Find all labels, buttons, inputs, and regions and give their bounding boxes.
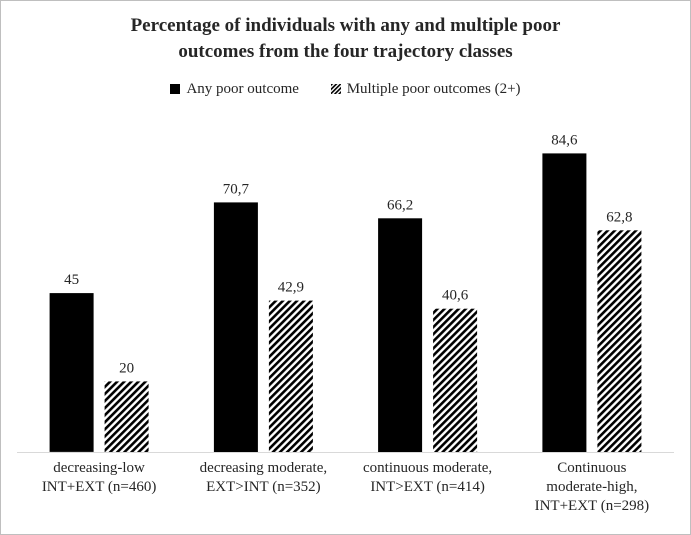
category-label-0: decreasing-low INT+EXT (n=460): [14, 459, 184, 497]
data-label-series-1-category-2: 40,6: [442, 288, 469, 304]
category-label-0-line-1: INT+EXT (n=460): [41, 479, 157, 495]
category-label-1: decreasing moderate, EXT>INT (n=352): [178, 459, 348, 497]
chart-title: Percentage of individuals with any and m…: [1, 13, 690, 65]
bar-series-0-category-0: [49, 293, 94, 452]
bar-series-1-category-1: [268, 300, 313, 452]
data-label-series-0-category-0: 45: [64, 272, 79, 288]
category-label-1-line-1: EXT>INT (n=352): [206, 479, 321, 495]
legend-label-any-poor-outcome: Any poor outcome: [186, 81, 299, 97]
data-label-series-1-category-0: 20: [119, 360, 134, 376]
data-label-series-0-category-3: 84,6: [551, 132, 578, 148]
category-label-2-line-0: continuous moderate,: [363, 460, 493, 476]
legend-swatch-hatched: [330, 84, 341, 94]
bar-series-1-category-3: [597, 230, 642, 452]
category-label-3-line-0: Continuous: [557, 460, 627, 476]
category-label-1-line-0: decreasing moderate,: [199, 460, 328, 476]
legend-label-multiple-poor-outcomes: Multiple poor outcomes (2+): [346, 81, 521, 97]
data-label-series-1-category-3: 62,8: [606, 209, 632, 225]
legend-swatch-solid: [170, 84, 181, 94]
bar-series-0-category-1: [213, 202, 258, 452]
category-label-2-line-1: INT>EXT (n=414): [370, 479, 485, 495]
chart-title-line-2: outcomes from the four trajectory classe…: [178, 41, 513, 62]
category-label-0-line-0: decreasing-low: [53, 460, 145, 476]
chart-legend: Any poor outcome Multiple poor outcomes …: [1, 79, 690, 100]
data-label-series-0-category-1: 70,7: [223, 181, 250, 197]
legend-item-any-poor-outcome: Any poor outcome: [170, 79, 299, 99]
bar-series-1-category-0: [104, 381, 149, 452]
bar-series-0-category-3: [542, 153, 587, 452]
bar-series-1-category-2: [433, 308, 478, 452]
bar-series-0-category-2: [378, 218, 423, 452]
data-label-series-1-category-1: 42,9: [278, 280, 304, 296]
chart-title-line-1: Percentage of individuals with any and m…: [130, 15, 561, 36]
category-label-3-line-1: moderate-high,: [546, 479, 638, 495]
category-label-3: Continuous moderate-high, INT+EXT (n=298): [507, 459, 677, 516]
category-label-3-line-2: INT+EXT (n=298): [534, 498, 650, 514]
legend-item-multiple-poor-outcomes: Multiple poor outcomes (2+): [330, 79, 521, 99]
data-label-series-0-category-2: 66,2: [387, 197, 413, 213]
category-label-2: continuous moderate, INT>EXT (n=414): [343, 459, 513, 497]
